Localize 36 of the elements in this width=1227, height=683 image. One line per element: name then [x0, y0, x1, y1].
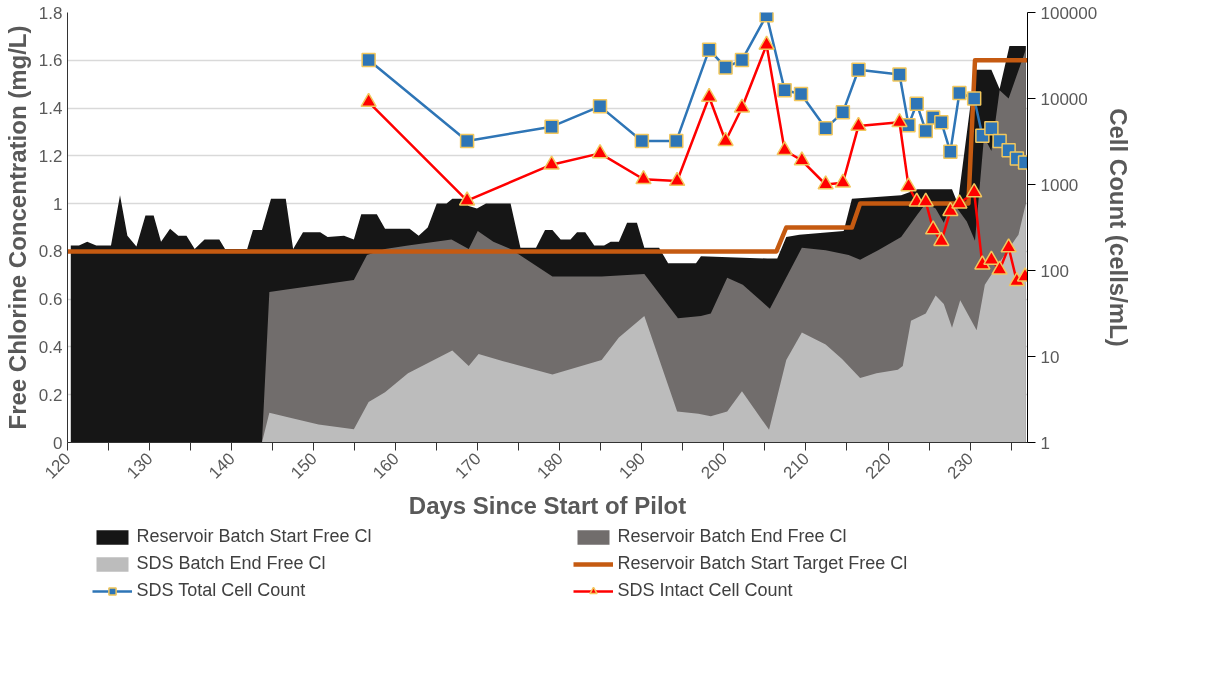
y2-tick-label: 1	[1040, 433, 1050, 453]
legend-label: SDS Batch End Free Cl	[136, 553, 327, 574]
y2-tick-label: 100000	[1040, 3, 1098, 23]
x-tick-label: 140	[205, 449, 239, 483]
y-tick-label: 0.2	[38, 385, 63, 405]
y2-tick-label: 10	[1040, 347, 1060, 367]
y-tick-label: 0.8	[38, 242, 63, 262]
legend-label: SDS Intact Cell Count	[617, 580, 794, 601]
y-tick-label: 1.2	[38, 146, 63, 166]
y-axis-title: Free Chlorine Concentration (mg/L)	[3, 25, 31, 430]
x-tick-label: 180	[533, 449, 567, 483]
y-tick-label: 1.8	[38, 3, 63, 23]
y-tick-label: 0.6	[38, 290, 63, 310]
x-tick-label: 130	[123, 449, 157, 483]
x-tick-label: 170	[451, 449, 485, 483]
x-tick-label: 210	[779, 449, 814, 483]
y2-tick-label: 10000	[1040, 89, 1088, 109]
y2-axis-title: Cell Count (cells/mL)	[1105, 108, 1133, 347]
line-series	[67, 58, 1028, 254]
legend-label: Reservoir Batch End Free Cl	[617, 526, 848, 547]
x-tick-label: 220	[861, 449, 896, 483]
y2-tick-label: 100	[1040, 261, 1069, 281]
y-tick-label: 0.4	[38, 337, 63, 357]
x-tick-label: 160	[369, 449, 403, 483]
legend-label: SDS Total Cell Count	[136, 580, 307, 601]
legend-label: Reservoir Batch Start Target Free Cl	[617, 553, 909, 574]
y-tick-label: 1.6	[38, 51, 63, 71]
x-tick-label: 230	[943, 449, 978, 483]
x-tick-label: 150	[287, 449, 321, 483]
x-tick-label: 190	[615, 449, 649, 483]
x-tick-label: 200	[697, 449, 731, 483]
y-tick-label: 1	[53, 194, 63, 214]
x-axis-title: Days Since Start of Pilot	[408, 492, 687, 520]
y-tick-label: 1.4	[38, 99, 63, 119]
y2-tick-label: 1000	[1040, 175, 1079, 195]
legend-label: Reservoir Batch Start Free Cl	[136, 526, 373, 547]
